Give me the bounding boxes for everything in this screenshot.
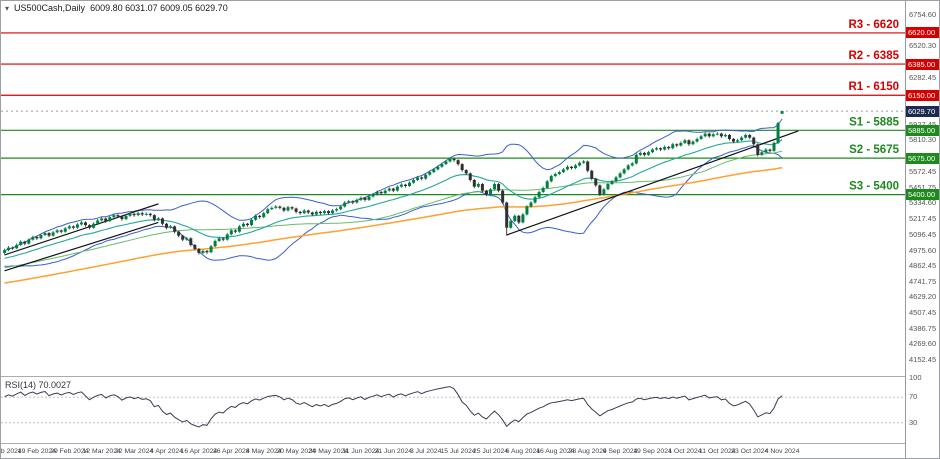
price-tick: 4386.75	[909, 323, 937, 333]
price-badge-s1: 5885.00	[906, 124, 939, 136]
date-label: 3 Jul 2024	[410, 448, 442, 455]
ma-mid-line	[4, 150, 783, 269]
price-badge-r2: 6385.00	[906, 58, 939, 70]
date-label: 29 Feb 2024	[50, 448, 89, 455]
price-tick: 4741.75	[909, 276, 937, 286]
ohlc-readout: 6009.80 6031.07 6009.05 6029.70	[90, 3, 228, 13]
price-tick: 5451.75	[909, 182, 937, 192]
price-tick: 6754.60	[909, 10, 937, 20]
rsi-indicator-chart[interactable]	[1, 378, 905, 442]
date-label: 22 Mar 2024	[115, 448, 154, 455]
price-tick: 4152.45	[909, 354, 937, 364]
rsi-axis-label: 70	[909, 392, 918, 402]
price-badge-r1: 6150.00	[906, 89, 939, 101]
current-price-badge: 6029.70	[906, 105, 939, 117]
sr-label-r2: R2 - 6385	[848, 50, 899, 62]
price-badge-r3: 6620.00	[906, 27, 939, 39]
sr-label-r1: R1 - 6150	[848, 81, 899, 93]
price-tick: 4269.60	[909, 339, 937, 349]
date-label: 20 May 2024	[276, 448, 316, 455]
date-label: 26 Apr 2024	[212, 448, 250, 455]
date-label: 16 Aug 2024	[536, 448, 575, 455]
price-tick: 6282.45	[909, 72, 937, 82]
date-label: 6 Aug 2024	[505, 448, 541, 455]
date-label: 11 Jun 2024	[342, 448, 380, 455]
price-tick: 5572.45	[909, 166, 937, 176]
date-label: 7 Feb 2024	[0, 448, 22, 455]
price-tick: 5810.30	[909, 135, 937, 145]
sr-label-s1: S1 - 5885	[849, 116, 899, 128]
date-label: 19 Sep 2024	[633, 448, 672, 455]
trendline-2[interactable]	[4, 221, 159, 272]
bollinger-upper-band	[4, 118, 783, 252]
rsi-label: RSI(14) 70.0027	[5, 380, 72, 390]
date-label: 25 Jul 2024	[472, 448, 509, 455]
rsi-axis-label: 100	[909, 373, 922, 382]
price-tick: 5334.60	[909, 198, 937, 208]
sr-label-r3: R3 - 6620	[848, 19, 899, 31]
price-tick: 5927.45	[906, 120, 939, 129]
date-label: 8 May 2024	[245, 448, 282, 455]
rsi-axis-label: 30	[909, 417, 918, 427]
date-label: 15 Jul 2024	[440, 448, 476, 455]
candlestick-series	[3, 110, 784, 255]
price-tick: 4975.60	[909, 245, 937, 255]
ma-slow-line	[4, 166, 783, 284]
date-label: 19 Feb 2024	[17, 448, 56, 455]
date-label: 30 May 2024	[308, 448, 349, 455]
date-label: 9 Sep 2024	[602, 448, 638, 455]
chart-title: ▾ US500Cash,Daily 6009.80 6031.07 6009.0…	[5, 3, 228, 13]
panel-resize-handle[interactable]	[1, 376, 939, 377]
price-tick: 6520.30	[909, 41, 937, 51]
date-label: 21 Jun 2024	[374, 448, 413, 455]
symbol-timeframe: US500Cash,Daily	[14, 3, 86, 13]
price-tick: 4862.45	[909, 260, 937, 270]
date-label: 4 Nov 2024	[764, 448, 800, 455]
date-label: 12 Mar 2024	[82, 448, 121, 455]
trendline-1[interactable]	[4, 203, 159, 256]
bollinger-lower-band	[4, 145, 783, 267]
price-tick: 4629.20	[909, 291, 937, 301]
rsi-line	[4, 386, 783, 428]
price-tick: 5217.45	[909, 213, 937, 223]
price-badge-s3: 5400.00	[906, 189, 939, 201]
ma-fast-line	[4, 139, 783, 259]
date-label: 28 Aug 2024	[568, 448, 607, 455]
price-tick: 4507.45	[909, 307, 937, 317]
price-axis[interactable]: 6754.60 6520.30 6282.45 5927.45 5810.30 5572.…	[905, 1, 939, 458]
time-axis-divider	[1, 443, 939, 444]
date-label: 23 Oct 2024	[731, 448, 769, 455]
trendline-3[interactable]	[506, 130, 799, 236]
date-label: 1 Oct 2024	[668, 448, 702, 455]
sr-label-s3: S3 - 5400	[849, 181, 899, 193]
sr-label-s2: S2 - 5675	[849, 144, 899, 156]
symbol-menu-icon[interactable]: ▾	[5, 3, 10, 13]
candlestick-chart[interactable]: R3 - 6620 R2 - 6385 R1 - 6150 S1 - 5885 S2 -…	[1, 1, 905, 376]
price-tick: 5096.45	[909, 229, 937, 239]
date-label: 11 Oct 2024	[699, 448, 736, 455]
date-label: 16 Apr 2024	[180, 448, 218, 455]
price-badge-s2: 5675.00	[906, 152, 939, 164]
date-label: 4 Apr 2024	[150, 448, 183, 455]
